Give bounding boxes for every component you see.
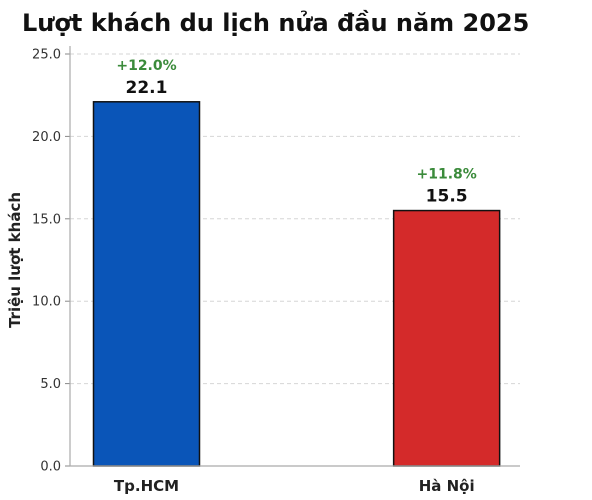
y-tick-label: 15.0 [32, 212, 61, 227]
y-axis-label: Triệu lượt khách [6, 192, 24, 328]
y-tick-label: 25.0 [32, 48, 61, 63]
x-category-label: Hà Nội [419, 477, 475, 495]
bar-value-label: 22.1 [126, 78, 168, 98]
bar [92, 101, 201, 467]
bar-value-label: 15.5 [426, 187, 468, 207]
y-tick-label: 5.0 [40, 377, 61, 392]
x-category-label: Tp.HCM [114, 477, 179, 495]
y-tick-label: 0.0 [40, 460, 61, 475]
growth-label: +11.8% [416, 167, 476, 183]
bars [92, 101, 501, 467]
data-labels: 22.1 +12.0% Tp.HCM 15.5 +11.8% Hà Nội [114, 58, 477, 495]
y-tick-label: 20.0 [32, 130, 61, 145]
chart-title: Lượt khách du lịch nửa đầu năm 2025 [22, 9, 529, 37]
y-tick-label: 10.0 [32, 295, 61, 310]
bar [392, 209, 501, 467]
axes: 0.0 5.0 10.0 15.0 20.0 25.0 [32, 46, 520, 475]
growth-label: +12.0% [116, 58, 176, 74]
